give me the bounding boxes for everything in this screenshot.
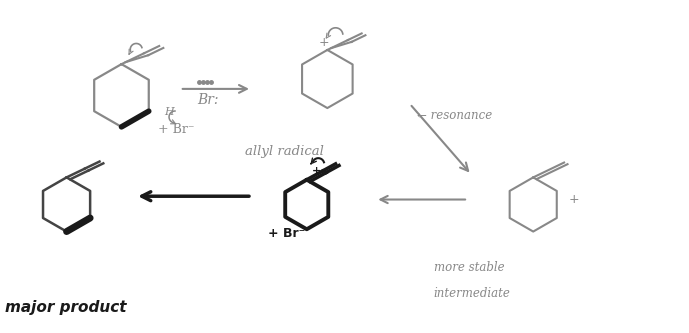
- Text: Br:: Br:: [197, 93, 218, 107]
- Text: more stable: more stable: [433, 260, 504, 273]
- Text: + Br⁻: + Br⁻: [158, 124, 194, 137]
- Text: +: +: [312, 166, 322, 176]
- Text: allyl radical: allyl radical: [245, 145, 324, 158]
- Text: intermediate: intermediate: [433, 287, 511, 300]
- Text: +: +: [568, 193, 579, 206]
- Text: ← resonance: ← resonance: [417, 109, 492, 122]
- Text: major product: major product: [5, 300, 126, 315]
- Text: +: +: [318, 36, 329, 49]
- Text: + Br⁻: + Br⁻: [267, 227, 305, 240]
- Text: H: H: [165, 107, 174, 117]
